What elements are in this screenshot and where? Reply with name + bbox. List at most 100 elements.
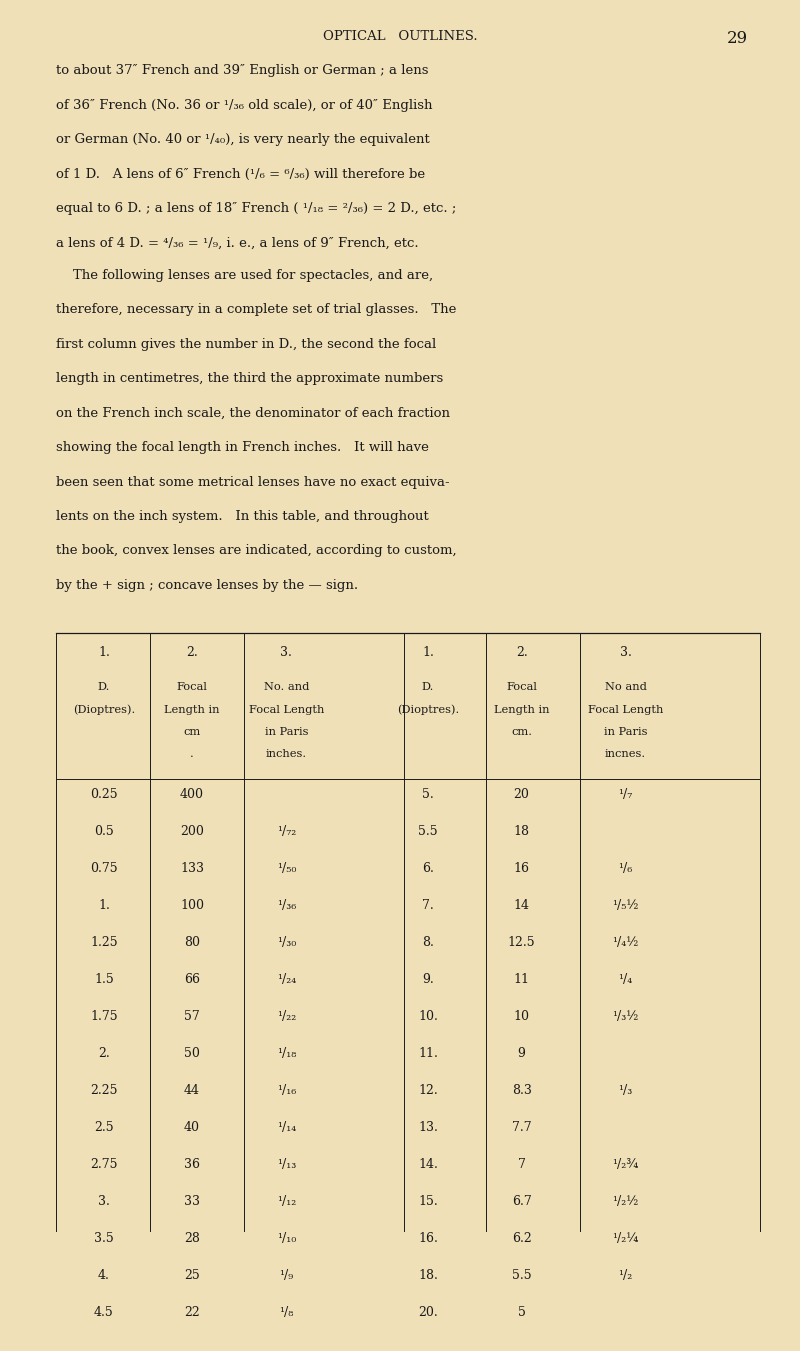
Text: 13.: 13.	[418, 1121, 438, 1133]
Text: ¹/₂¼: ¹/₂¼	[613, 1232, 638, 1244]
Text: ¹/₂¾: ¹/₂¾	[613, 1158, 638, 1171]
Text: ¹/₃₀: ¹/₃₀	[277, 936, 296, 950]
Text: ¹/₄½: ¹/₄½	[613, 936, 638, 950]
Text: ¹/₃: ¹/₃	[618, 1084, 633, 1097]
Text: of 1 D.   A lens of 6″ French (¹/₆ = ⁶/₃₆) will therefore be: of 1 D. A lens of 6″ French (¹/₆ = ⁶/₃₆)…	[56, 168, 425, 181]
Text: 12.5: 12.5	[508, 936, 535, 950]
Text: ¹/₁₀: ¹/₁₀	[277, 1232, 296, 1244]
Text: equal to 6 D. ; a lens of 18″ French ( ¹/₁₈ = ²/₃₆) = 2 D., etc. ;: equal to 6 D. ; a lens of 18″ French ( ¹…	[56, 203, 456, 215]
Text: 7: 7	[518, 1158, 526, 1171]
Text: 18: 18	[514, 825, 530, 839]
Text: ¹/₁₄: ¹/₁₄	[277, 1121, 296, 1133]
Text: 6.2: 6.2	[512, 1232, 531, 1244]
Text: length in centimetres, the third the approximate numbers: length in centimetres, the third the app…	[56, 372, 443, 385]
Text: ¹/₄: ¹/₄	[618, 973, 633, 986]
Text: 57: 57	[184, 1011, 200, 1023]
Text: The following lenses are used for spectacles, and are,: The following lenses are used for specta…	[56, 269, 433, 281]
Text: ¹/₈: ¹/₈	[279, 1306, 294, 1319]
Text: 2.75: 2.75	[90, 1158, 118, 1171]
Text: 4.5: 4.5	[94, 1306, 114, 1319]
Text: 44: 44	[184, 1084, 200, 1097]
Text: in Paris: in Paris	[265, 727, 308, 736]
Text: D.: D.	[422, 682, 434, 693]
Text: 14: 14	[514, 900, 530, 912]
Text: 18.: 18.	[418, 1269, 438, 1282]
Text: 5.5: 5.5	[512, 1269, 531, 1282]
Text: 5: 5	[518, 1306, 526, 1319]
Text: .: .	[190, 748, 194, 759]
Text: 0.25: 0.25	[90, 789, 118, 801]
Text: ¹/₁₆: ¹/₁₆	[277, 1084, 296, 1097]
Text: Focal: Focal	[177, 682, 207, 693]
Text: 36: 36	[184, 1158, 200, 1171]
Text: 3.5: 3.5	[94, 1232, 114, 1244]
Text: 66: 66	[184, 973, 200, 986]
Text: 6.: 6.	[422, 862, 434, 875]
Text: cm.: cm.	[511, 727, 532, 736]
Text: showing the focal length in French inches.   It will have: showing the focal length in French inche…	[56, 440, 429, 454]
Text: 29: 29	[727, 30, 748, 46]
Text: 1.75: 1.75	[90, 1011, 118, 1023]
Text: been seen that some metrical lenses have no exact equiva-: been seen that some metrical lenses have…	[56, 476, 450, 489]
Text: 10: 10	[514, 1011, 530, 1023]
Text: 16: 16	[514, 862, 530, 875]
Text: 4.: 4.	[98, 1269, 110, 1282]
Text: 1.: 1.	[98, 900, 110, 912]
Text: 40: 40	[184, 1121, 200, 1133]
Text: 200: 200	[180, 825, 204, 839]
Text: ¹/₅½: ¹/₅½	[612, 900, 639, 912]
Text: on the French inch scale, the denominator of each fraction: on the French inch scale, the denominato…	[56, 407, 450, 420]
Text: 22: 22	[184, 1306, 200, 1319]
Text: or German (No. 40 or ¹/₄₀), is very nearly the equivalent: or German (No. 40 or ¹/₄₀), is very near…	[56, 132, 430, 146]
Text: 1.: 1.	[422, 646, 434, 658]
Text: ¹/₃₆: ¹/₃₆	[277, 900, 296, 912]
Text: ¹/₃½: ¹/₃½	[613, 1011, 638, 1023]
Text: ¹/₂₂: ¹/₂₂	[277, 1011, 296, 1023]
Text: No. and: No. and	[264, 682, 309, 693]
Text: ¹/₇₂: ¹/₇₂	[277, 825, 296, 839]
Text: a lens of 4 D. = ⁴/₃₆ = ¹/₉, i. e., a lens of 9″ French, etc.: a lens of 4 D. = ⁴/₃₆ = ¹/₉, i. e., a le…	[56, 236, 418, 250]
Text: ¹/₆: ¹/₆	[618, 862, 633, 875]
Text: 2.: 2.	[186, 646, 198, 658]
Text: ¹/₁₃: ¹/₁₃	[277, 1158, 296, 1171]
Text: 133: 133	[180, 862, 204, 875]
Text: 80: 80	[184, 936, 200, 950]
Text: 400: 400	[180, 789, 204, 801]
Text: 50: 50	[184, 1047, 200, 1061]
Text: Length in: Length in	[494, 705, 550, 715]
Text: 20.: 20.	[418, 1306, 438, 1319]
Text: No and: No and	[605, 682, 646, 693]
Text: 0.75: 0.75	[90, 862, 118, 875]
Text: to about 37″ French and 39″ English or German ; a lens: to about 37″ French and 39″ English or G…	[56, 63, 429, 77]
Text: ¹/₇: ¹/₇	[618, 789, 633, 801]
Text: Focal Length: Focal Length	[588, 705, 663, 715]
Text: 7.: 7.	[422, 900, 434, 912]
Text: lents on the inch system.   In this table, and throughout: lents on the inch system. In this table,…	[56, 511, 429, 523]
Text: Focal: Focal	[506, 682, 537, 693]
Text: 8.: 8.	[422, 936, 434, 950]
Text: 10.: 10.	[418, 1011, 438, 1023]
Text: by the + sign ; concave lenses by the — sign.: by the + sign ; concave lenses by the — …	[56, 580, 358, 592]
Text: ¹/₅₀: ¹/₅₀	[277, 862, 296, 875]
Text: 1.25: 1.25	[90, 936, 118, 950]
Text: ¹/₂: ¹/₂	[618, 1269, 633, 1282]
Text: 8.3: 8.3	[512, 1084, 531, 1097]
Text: Length in: Length in	[164, 705, 220, 715]
Text: (Dioptres).: (Dioptres).	[397, 705, 459, 715]
Text: 33: 33	[184, 1194, 200, 1208]
Text: 3.: 3.	[98, 1194, 110, 1208]
Text: 28: 28	[184, 1232, 200, 1244]
Text: 2.: 2.	[98, 1047, 110, 1061]
Text: Focal Length: Focal Length	[249, 705, 324, 715]
Text: 25: 25	[184, 1269, 200, 1282]
Text: 20: 20	[514, 789, 530, 801]
Text: 5.: 5.	[422, 789, 434, 801]
Text: ¹/₁₂: ¹/₁₂	[277, 1194, 296, 1208]
Text: ¹/₂₄: ¹/₂₄	[277, 973, 296, 986]
Text: ¹/₉: ¹/₉	[279, 1269, 294, 1282]
Text: 7.7: 7.7	[512, 1121, 531, 1133]
Text: 9: 9	[518, 1047, 526, 1061]
Text: therefore, necessary in a complete set of trial glasses.   The: therefore, necessary in a complete set o…	[56, 303, 456, 316]
Text: 3.: 3.	[620, 646, 631, 658]
Text: 12.: 12.	[418, 1084, 438, 1097]
